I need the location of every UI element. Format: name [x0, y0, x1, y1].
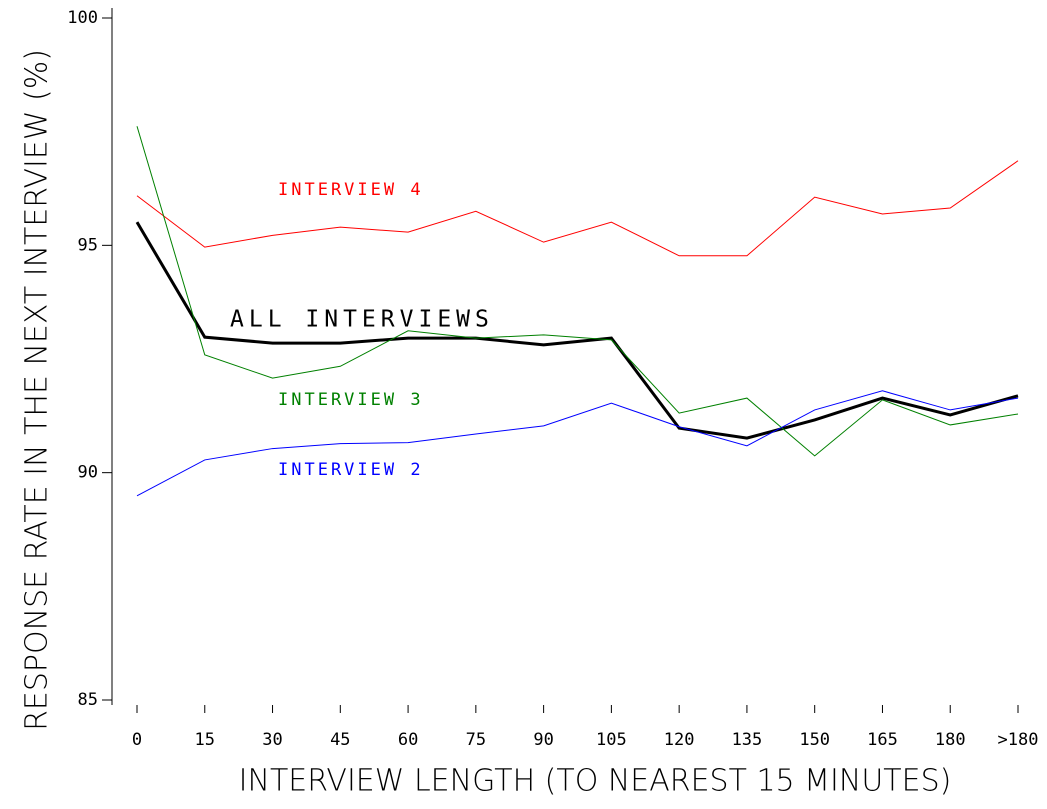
x-tick-label: 90	[533, 730, 553, 750]
series-line	[136, 126, 1019, 457]
x-tick-label: >180	[998, 730, 1039, 750]
x-tick-label: 150	[799, 730, 830, 750]
x-tick-label: 105	[596, 730, 627, 750]
series-label: INTERVIEW 4	[278, 180, 424, 200]
x-tick-label: 135	[732, 730, 763, 750]
x-tick-label: 75	[466, 730, 486, 750]
y-tick-label: 90	[78, 463, 98, 483]
x-tick-label: 15	[195, 730, 215, 750]
y-tick-label: 85	[78, 690, 98, 710]
x-tick-label: 45	[330, 730, 350, 750]
y-axis-label: RESPONSE RATE IN THE NEXT INTERVIEW (%)	[20, 49, 55, 731]
series-label: INTERVIEW 3	[278, 390, 424, 410]
y-tick-label: 100	[67, 8, 98, 28]
series-label: INTERVIEW 2	[278, 460, 424, 480]
x-tick-label: 0	[132, 730, 142, 750]
x-tick-label: 180	[935, 730, 966, 750]
x-tick-label: 30	[262, 730, 282, 750]
series-line	[136, 390, 1019, 497]
x-tick-label: 165	[867, 730, 898, 750]
y-tick-label: 95	[78, 235, 98, 255]
x-axis-label: INTERVIEW LENGTH (TO NEAREST 15 MINUTES)	[239, 764, 952, 799]
x-tick-label: 120	[664, 730, 695, 750]
series-label: ALL INTERVIEWS	[230, 307, 494, 333]
series-line	[136, 160, 1019, 257]
x-tick-label: 60	[398, 730, 418, 750]
series-line	[135, 221, 1019, 440]
